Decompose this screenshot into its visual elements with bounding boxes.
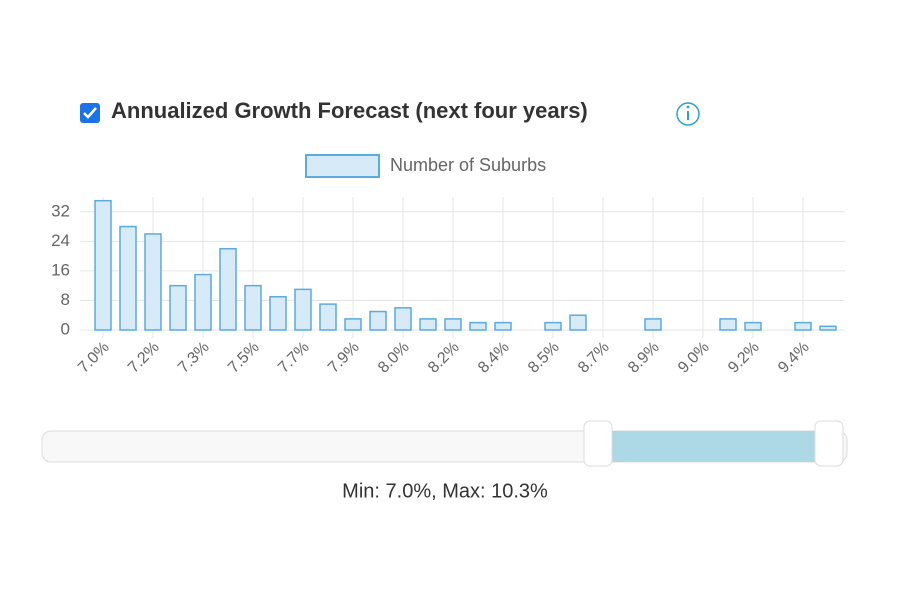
bar (469, 321, 487, 331)
bar (169, 284, 187, 331)
y-tick-label: 8 (61, 290, 70, 309)
bar (569, 314, 587, 331)
x-tick-label: 7.5% (225, 339, 263, 377)
y-tick-label: 32 (51, 201, 70, 220)
y-tick-label: 16 (51, 260, 70, 279)
bar (744, 321, 762, 331)
bar (269, 296, 287, 331)
x-tick-label: 8.0% (375, 339, 413, 377)
bar (494, 321, 512, 331)
legend-swatch (305, 154, 380, 178)
bar (119, 225, 137, 331)
bar (819, 325, 837, 331)
bar (319, 303, 337, 331)
bar (644, 318, 662, 331)
x-tick-label: 7.9% (325, 339, 363, 377)
x-tick-label: 8.4% (475, 339, 513, 377)
info-icon[interactable] (676, 102, 700, 126)
x-tick-label: 8.7% (575, 339, 613, 377)
x-tick-label: 7.3% (175, 339, 213, 377)
bar (94, 199, 112, 331)
bar (344, 318, 362, 331)
bar (444, 318, 462, 331)
x-tick-label: 8.5% (525, 339, 563, 377)
x-tick-label: 7.7% (275, 339, 313, 377)
legend-label: Number of Suburbs (390, 155, 546, 175)
slider-handle-max[interactable] (814, 420, 844, 467)
bar (794, 321, 812, 331)
x-tick-label: 8.9% (625, 339, 663, 377)
bar (194, 273, 212, 331)
bar (219, 247, 237, 331)
x-tick-label: 9.4% (775, 339, 813, 377)
slider-label: Min: 7.0%, Max: 10.3% (342, 480, 548, 502)
x-tick-label: 7.0% (75, 339, 113, 377)
y-tick-label: 0 (61, 319, 70, 338)
checkmark (83, 107, 97, 119)
x-tick-label: 9.2% (725, 339, 763, 377)
bar (419, 318, 437, 331)
bar (244, 284, 262, 331)
slider-handle-min[interactable] (583, 420, 613, 467)
y-tick-label: 24 (51, 231, 70, 250)
bar (294, 288, 312, 331)
bar (394, 307, 412, 331)
bar (719, 318, 737, 331)
x-tick-label: 8.2% (425, 339, 463, 377)
bar (544, 321, 562, 331)
x-tick-label: 7.2% (125, 339, 163, 377)
x-tick-label: 9.0% (675, 339, 713, 377)
bar (369, 310, 387, 331)
title: Annualized Growth Forecast (next four ye… (111, 98, 588, 123)
slider-range (605, 431, 830, 462)
bar (144, 233, 162, 331)
